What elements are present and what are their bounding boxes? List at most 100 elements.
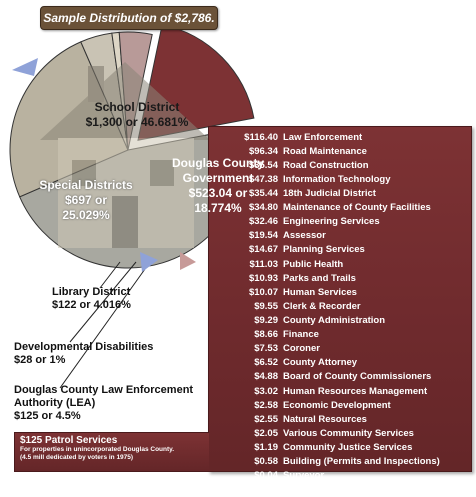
- slice-label-developmental-disabilities: Developmental Disabilities $28 or 1%: [14, 341, 153, 367]
- slice-label-line: $1,300 or 46.681%: [85, 115, 189, 129]
- house-window: [150, 160, 174, 186]
- arrow-icon: [180, 252, 196, 270]
- patrol-note: (4.5 mill dedicated by voters in 1975): [20, 454, 134, 461]
- breakdown-amount: $8.66: [254, 329, 278, 341]
- slice-label-line: Government: [182, 171, 254, 185]
- slice-label-line: $125 or 4.5%: [14, 410, 81, 422]
- breakdown-label: Various Community Services: [283, 427, 414, 439]
- breakdown-row: $10.93 Parks and Trails: [214, 271, 468, 285]
- breakdown-amount: $2.55: [254, 413, 278, 425]
- breakdown-amount: $2.58: [254, 399, 278, 411]
- slice-label-lea: Douglas County Law Enforcement Authority…: [14, 384, 193, 423]
- slice-label-school-district: School District $1,300 or 46.681%: [62, 100, 212, 130]
- arrow-icon: [140, 252, 158, 272]
- breakdown-label: Engineering Services: [283, 216, 380, 228]
- breakdown-label: Planning Services: [283, 244, 365, 256]
- breakdown-amount: $1.19: [254, 441, 278, 453]
- slice-label-line: 18.774%: [194, 201, 242, 215]
- breakdown-row: $34.80 Maintenance of County Facilities: [214, 201, 468, 215]
- slice-label-line: Authority (LEA): [14, 397, 96, 409]
- house-window: [72, 160, 96, 186]
- breakdown-row: $2.55 Natural Resources: [214, 412, 468, 426]
- slice-label-line: Special Districts: [39, 178, 133, 192]
- breakdown-row: $116.40 Law Enforcement: [214, 130, 468, 144]
- chart-stage: Sample Distribution of $2,786. $116.40 La…: [9, 6, 472, 472]
- breakdown-label: Public Health: [283, 258, 344, 270]
- breakdown-amount: $10.07: [248, 286, 278, 298]
- breakdown-row: $2.58 Economic Development: [214, 398, 468, 412]
- breakdown-label: Human Services: [283, 286, 357, 298]
- leader-line: [69, 261, 137, 343]
- breakdown-amount: $96.34: [248, 145, 278, 157]
- county-breakdown-list: $116.40 Law Enforcement $96.34 Road Mainten…: [214, 130, 468, 497]
- breakdown-row: $14.67 Planning Services: [214, 243, 468, 257]
- breakdown-row: $8.66 Finance: [214, 328, 468, 342]
- breakdown-label: Finance: [283, 329, 319, 341]
- breakdown-row: $7.53 Coroner: [214, 342, 468, 356]
- breakdown-label: Road Construction: [283, 159, 369, 171]
- breakdown-row: $2.05 Various Community Services: [214, 426, 468, 440]
- breakdown-row: $96.34 Road Maintenance: [214, 144, 468, 158]
- breakdown-amount: $6.52: [254, 357, 278, 369]
- breakdown-row: $3.02 Human Resources Management: [214, 384, 468, 398]
- breakdown-row: $0.04 Surveyor: [214, 469, 468, 483]
- breakdown-label: Parks and Trails: [283, 272, 356, 284]
- breakdown-label: Treasurer: [283, 484, 327, 496]
- breakdown-label: Road Maintenance: [283, 145, 367, 157]
- slice-label-line: Library District: [52, 286, 131, 298]
- breakdown-label: Coroner: [283, 343, 320, 355]
- slice-label-library-district: Library District $122 or 4.016%: [52, 286, 131, 312]
- breakdown-amount: $19.54: [248, 230, 278, 242]
- slice-label-line: $122 or 4.016%: [52, 299, 131, 311]
- breakdown-amount: $4.88: [254, 371, 278, 383]
- patrol-services-panel: [14, 432, 209, 472]
- breakdown-row: $10.07 Human Services: [214, 285, 468, 299]
- arrow-icon: [12, 58, 38, 76]
- breakdown-amount: $2.05: [254, 427, 278, 439]
- house-chimney: [88, 66, 104, 102]
- breakdown-label: Community Justice Services: [283, 441, 413, 453]
- breakdown-amount: $0.00: [254, 484, 278, 496]
- breakdown-label: 18th Judicial District: [283, 187, 376, 199]
- slice-label-line: 25.029%: [62, 208, 110, 222]
- breakdown-row: $6.52 County Attorney: [214, 356, 468, 370]
- breakdown-amount: $9.55: [254, 300, 278, 312]
- breakdown-amount: $7.53: [254, 343, 278, 355]
- breakdown-label: Clerk & Recorder: [283, 300, 361, 312]
- slice-label-line: $523.04 or: [188, 186, 248, 200]
- breakdown-amount: $47.38: [248, 173, 278, 185]
- chart-title: Sample Distribution of $2,786.: [40, 6, 218, 30]
- breakdown-amount: $35.54: [248, 159, 278, 171]
- county-breakdown-panel: [208, 126, 472, 472]
- breakdown-amount: $116.40: [244, 131, 278, 143]
- breakdown-label: County Attorney: [283, 357, 358, 369]
- breakdown-amount: $35.44: [248, 187, 278, 199]
- slice-label-line: $697 or: [64, 193, 108, 207]
- patrol-note: For properties in unincorporated Douglas…: [20, 446, 175, 453]
- leader-line: [59, 261, 151, 389]
- breakdown-row: $4.88 Board of County Commissioners: [214, 370, 468, 384]
- breakdown-amount: $34.80: [248, 202, 278, 214]
- breakdown-label: Law Enforcement: [283, 131, 363, 143]
- breakdown-amount: $3.02: [254, 385, 278, 397]
- breakdown-row: $35.44 18th Judicial District: [214, 186, 468, 200]
- slice-label-county-government: Douglas County Government $523.04 or 18.…: [156, 156, 280, 216]
- breakdown-row: $9.29 County Administration: [214, 313, 468, 327]
- patrol-amount-label: $125 Patrol Services: [20, 435, 118, 446]
- breakdown-amount: $11.03: [249, 258, 278, 270]
- house-roof: [40, 62, 210, 140]
- patrol-services-text: $125 Patrol Services For properties in u…: [20, 435, 206, 462]
- breakdown-row: $35.54 Road Construction: [214, 158, 468, 172]
- leader-line: [99, 261, 121, 289]
- slice-label-line: Douglas County Law Enforcement: [14, 384, 194, 396]
- breakdown-row: $19.54 Assessor: [214, 229, 468, 243]
- breakdown-amount: $0.58: [254, 456, 278, 468]
- breakdown-label: Economic Development: [283, 399, 391, 411]
- breakdown-amount: $9.29: [254, 314, 278, 326]
- breakdown-amount: $10.93: [248, 272, 278, 284]
- breakdown-label: Building (Permits and Inspections): [283, 456, 440, 468]
- breakdown-label: Human Resources Management: [283, 385, 428, 397]
- breakdown-row: $1.19 Community Justice Services: [214, 440, 468, 454]
- slice-label-special-districts: Special Districts $697 or 25.029%: [30, 178, 142, 223]
- breakdown-row: $0.00 Treasurer: [214, 483, 468, 497]
